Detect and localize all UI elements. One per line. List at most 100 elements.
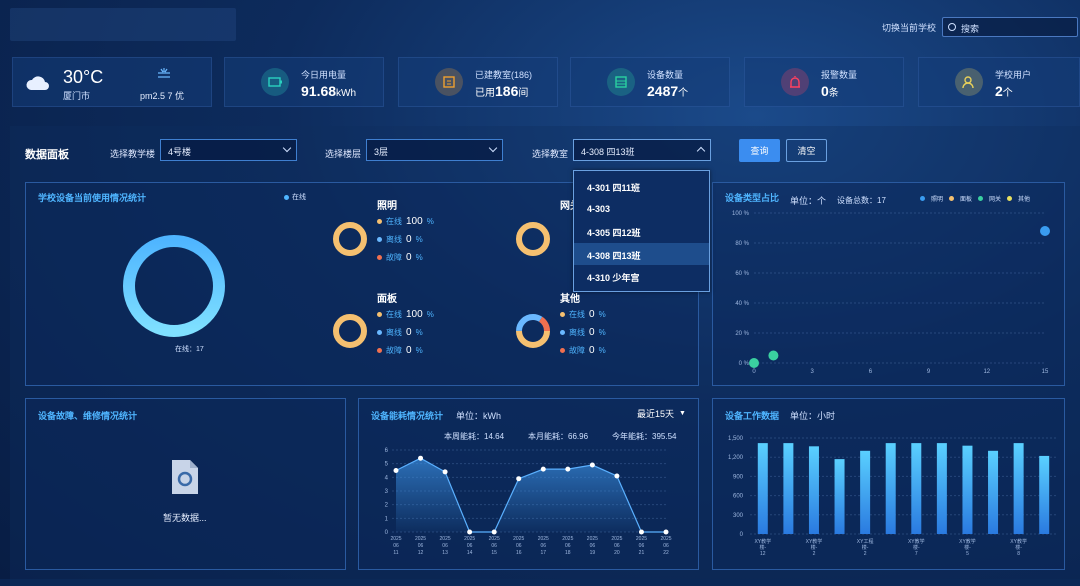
x-tick-label: 2025 — [636, 536, 647, 542]
x-tick-label: 20 — [614, 550, 620, 556]
x-tick-label: 5 — [966, 551, 969, 557]
energy-point — [442, 469, 448, 475]
y-tick-label: 2 — [385, 503, 389, 509]
energy-point — [638, 529, 644, 535]
building-select[interactable]: 4号楼 — [160, 139, 297, 161]
work-bar — [808, 446, 819, 534]
x-tick-label: 06 — [565, 543, 571, 549]
x-tick-label: 06 — [467, 543, 473, 549]
kpi-value: 0条 — [821, 83, 839, 99]
other-offline: 离线 0% — [560, 327, 606, 338]
search-placeholder: 搜索 — [961, 24, 980, 34]
y-tick-label: 100 % — [732, 211, 750, 217]
legend-swatch — [920, 196, 925, 201]
x-tick-label: 2025 — [513, 536, 524, 542]
x-tick-label: 2 — [864, 551, 867, 557]
y-tick-label: 60 % — [735, 271, 749, 277]
usage-legend: 在线 — [284, 192, 306, 202]
room-option[interactable]: 4-301 四11班 — [587, 183, 641, 193]
x-tick-label: 9 — [927, 369, 931, 375]
device-total: 设备总数：17 — [837, 196, 886, 205]
lighting-offline: 离线 0% — [377, 234, 423, 245]
energy-chart: 0123456202506112025061220250613202506142… — [385, 448, 672, 556]
energy-point — [467, 529, 473, 535]
temperature: 30°C — [63, 67, 104, 87]
lighting-fault: 故障 0% — [377, 252, 423, 263]
y-tick-label: 1,200 — [728, 455, 744, 461]
x-tick-label: 2025 — [415, 536, 426, 542]
x-tick-label: XY教学 — [1010, 538, 1027, 545]
x-tick-label: 2025 — [587, 536, 598, 542]
work-bar — [860, 450, 871, 534]
energy-point — [418, 455, 424, 461]
device-type-legend: 照明 面板 网关 其他 — [920, 194, 1030, 203]
x-tick-label: 楼- — [913, 544, 920, 551]
x-tick-label: 13 — [442, 550, 448, 556]
scatter-point — [768, 350, 779, 361]
fault-title: 设备故障、维修情况统计 — [38, 411, 138, 421]
kpi-label: 学校用户 — [995, 70, 1032, 80]
kpi-value: 2个 — [995, 83, 1013, 99]
x-tick-label: 楼- — [862, 544, 869, 551]
energy-point — [393, 468, 399, 473]
x-tick-label: 06 — [663, 543, 669, 549]
aqi: pm2.5 7 优 — [140, 91, 185, 101]
kpi-value: 2487个 — [647, 83, 689, 99]
energy-range-select[interactable]: 最近15天 ▼ — [637, 409, 686, 419]
x-tick-label: 12 — [760, 551, 766, 557]
room-option[interactable]: 4-305 四12班 — [587, 228, 641, 238]
kpi-label: 已建教室(186) — [475, 70, 533, 80]
device-type-title: 设备类型占比 — [725, 193, 780, 203]
x-tick-label: XY工程 — [857, 538, 874, 545]
switch-school-label[interactable]: 切换当前学校 — [882, 23, 937, 33]
floor-select[interactable]: 3层 — [366, 139, 503, 161]
search-icon — [948, 23, 956, 31]
clear-button[interactable]: 清空 — [786, 139, 827, 162]
energy-point — [589, 462, 595, 468]
x-tick-label: 06 — [614, 543, 620, 549]
panel-online: 在线 100% — [377, 309, 434, 320]
x-tick-label: 22 — [663, 550, 669, 556]
x-tick-label: 楼- — [811, 544, 818, 551]
air-icon — [158, 68, 170, 78]
floor-value: 3层 — [374, 147, 389, 157]
other-fault: 故障 0% — [560, 345, 606, 356]
work-bar — [885, 443, 896, 534]
work-bar — [757, 443, 768, 534]
kpi-power: 今日用电量 91.68kWh — [224, 57, 384, 107]
x-tick-label: 18 — [565, 550, 571, 556]
y-tick-label: 4 — [385, 475, 389, 481]
other-ring — [516, 314, 550, 348]
kpi-label: 今日用电量 — [301, 70, 347, 80]
x-tick-label: 7 — [915, 551, 918, 557]
energy-line — [395, 457, 666, 533]
room-label: 选择教室 — [532, 149, 569, 159]
query-button[interactable]: 查询 — [739, 139, 780, 162]
room-option[interactable]: 4-303 — [587, 203, 611, 214]
work-title: 设备工作数据 — [725, 411, 780, 421]
x-tick-label: 15 — [1042, 369, 1049, 375]
x-tick-label: 6 — [869, 369, 873, 375]
y-tick-label: 300 — [733, 513, 744, 519]
search-input[interactable]: 搜索 — [942, 17, 1078, 37]
x-tick-label: 2025 — [538, 536, 549, 542]
blurred-logo — [10, 8, 236, 41]
x-tick-label: 楼- — [1015, 544, 1022, 551]
work-bar — [911, 443, 922, 534]
room-option[interactable]: 4-310 少年宫 — [587, 273, 640, 283]
x-tick-label: 16 — [516, 550, 522, 556]
x-tick-label: XY教学 — [754, 538, 771, 545]
room-option-selected[interactable]: 4-308 四13班 — [574, 242, 709, 265]
legend-swatch — [949, 196, 955, 201]
chevron-up-icon — [696, 146, 706, 156]
group-title-other: 其他 — [560, 294, 580, 305]
panel-offline: 离线 0% — [377, 327, 423, 338]
y-tick-label: 0 — [740, 532, 744, 538]
x-tick-label: 06 — [639, 543, 645, 549]
room-select[interactable]: 4-308 四13班 — [573, 139, 711, 161]
chevron-down-icon — [488, 143, 498, 153]
device-icon — [607, 68, 635, 96]
x-tick-label: 2025 — [464, 536, 475, 542]
work-bar — [962, 445, 973, 534]
y-tick-label: 6 — [385, 448, 389, 454]
